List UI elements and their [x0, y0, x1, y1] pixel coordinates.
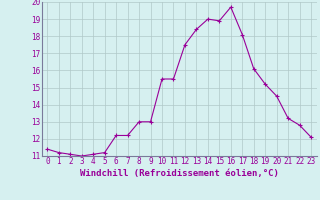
X-axis label: Windchill (Refroidissement éolien,°C): Windchill (Refroidissement éolien,°C): [80, 169, 279, 178]
